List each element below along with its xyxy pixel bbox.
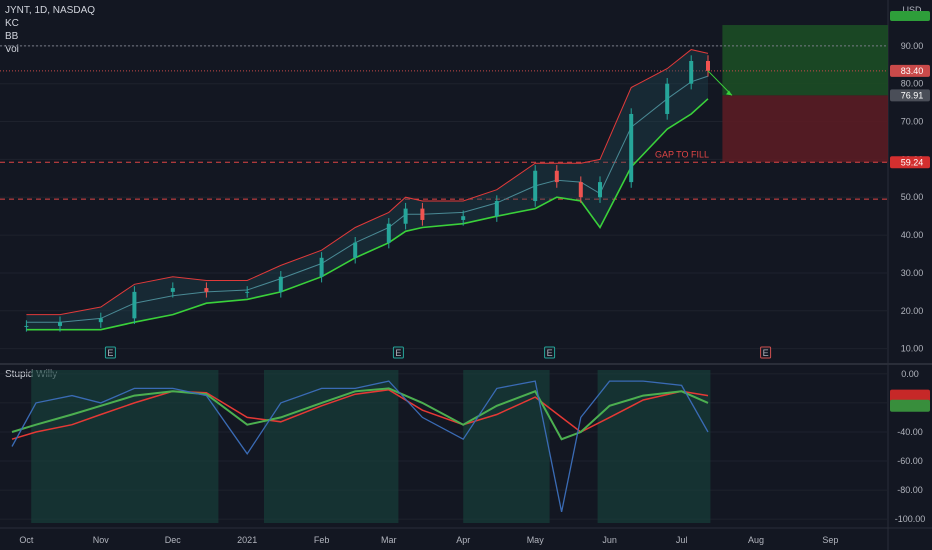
price-tick-label: 70.00 <box>901 117 924 127</box>
time-tick-label: Jul <box>676 535 688 545</box>
time-tick-label: Dec <box>165 535 182 545</box>
osc-signal-line <box>11 387 709 441</box>
time-tick-label: May <box>527 535 545 545</box>
price-tick-label: 50.00 <box>901 192 924 202</box>
time-tick-label: Jun <box>602 535 617 545</box>
price-tag-last-text: 83.40 <box>901 66 924 76</box>
price-tick-label: 40.00 <box>901 230 924 240</box>
candle-body <box>598 182 602 198</box>
price-tag-last <box>890 64 930 77</box>
band-fill <box>26 49 708 330</box>
candle-body <box>204 288 209 292</box>
price-tick-label: 30.00 <box>901 268 924 278</box>
indicator-bb[interactable]: BB <box>5 31 19 42</box>
time-tick-label: Aug <box>748 535 764 545</box>
earnings-marker[interactable] <box>392 346 404 359</box>
price-tag-entry-text: 76.91 <box>901 90 924 100</box>
candle-body <box>578 182 583 198</box>
osc-tick-label: -100.00 <box>895 514 926 524</box>
earnings-marker-label: E <box>763 348 769 358</box>
candle-body <box>689 60 694 84</box>
earnings-marker[interactable] <box>760 346 772 359</box>
candle-body <box>629 113 634 183</box>
candle-body <box>403 208 408 224</box>
target-zone[interactable] <box>722 25 888 96</box>
earnings-marker[interactable] <box>544 346 556 359</box>
candle-body <box>386 223 391 243</box>
osc-tag-green <box>890 399 930 412</box>
osc-slow-line <box>11 389 709 440</box>
candle-body <box>24 325 29 327</box>
osc-tick-label: -40.00 <box>897 427 923 437</box>
price-tick-label: 80.00 <box>901 79 924 89</box>
time-tick-label: Feb <box>314 535 330 545</box>
earnings-marker-label: E <box>107 348 113 358</box>
candle-body <box>706 60 710 71</box>
upper-band-line <box>26 49 709 316</box>
osc-tag-red <box>890 389 930 402</box>
time-tick-label: Sep <box>822 535 838 545</box>
oscillator-title[interactable]: Stupid Willy <box>5 369 58 380</box>
signal-region <box>264 370 399 523</box>
symbol-title: JYNT, 1D, NASDAQ <box>5 5 96 16</box>
candle-body <box>132 291 137 319</box>
candle-body <box>278 276 283 292</box>
stop-zone[interactable] <box>722 95 888 163</box>
currency-label: USD <box>902 5 922 15</box>
earnings-marker-label: E <box>395 348 401 358</box>
time-tick-label: Apr <box>456 535 470 545</box>
candle-body <box>58 322 62 326</box>
candle-body <box>170 288 175 292</box>
candle-body <box>420 208 425 220</box>
signal-region <box>31 370 219 523</box>
price-tick-label: 10.00 <box>901 344 924 354</box>
candle-body <box>533 170 538 202</box>
price-tick-label: 90.00 <box>901 41 924 51</box>
candle-body <box>319 257 324 277</box>
indicator-vol[interactable]: Vol <box>5 44 19 55</box>
earnings-marker-label: E <box>547 348 553 358</box>
candle-body <box>461 216 466 220</box>
price-tick-label: 20.00 <box>901 306 924 316</box>
earnings-marker[interactable] <box>104 346 116 359</box>
price-tag-target <box>890 11 930 21</box>
candle-body <box>665 83 670 114</box>
price-tag-gap <box>890 156 930 169</box>
time-tick-label: Mar <box>381 535 397 545</box>
time-tick-label: 2021 <box>237 535 257 545</box>
price-tag-gap-text: 59.24 <box>901 157 924 167</box>
projection-arrow[interactable] <box>707 70 733 96</box>
osc-main-line <box>11 380 709 513</box>
gap-to-fill-label: GAP TO FILL <box>655 149 709 159</box>
candle-body <box>494 201 499 217</box>
osc-tick-label: 0.00 <box>901 369 919 379</box>
price-tag-entry <box>890 89 930 102</box>
candle-body <box>98 318 103 323</box>
candle-body <box>353 242 358 258</box>
time-tick-label: Oct <box>19 535 34 545</box>
lower-band-line <box>26 98 709 331</box>
candle-body <box>554 170 559 183</box>
projection-arrowhead <box>726 90 732 96</box>
candle-body <box>245 291 250 293</box>
signal-region <box>463 370 550 523</box>
indicator-kc[interactable]: KC <box>5 18 19 29</box>
osc-tick-label: -60.00 <box>897 456 923 466</box>
time-tick-label: Nov <box>93 535 110 545</box>
osc-tick-label: -80.00 <box>897 485 923 495</box>
